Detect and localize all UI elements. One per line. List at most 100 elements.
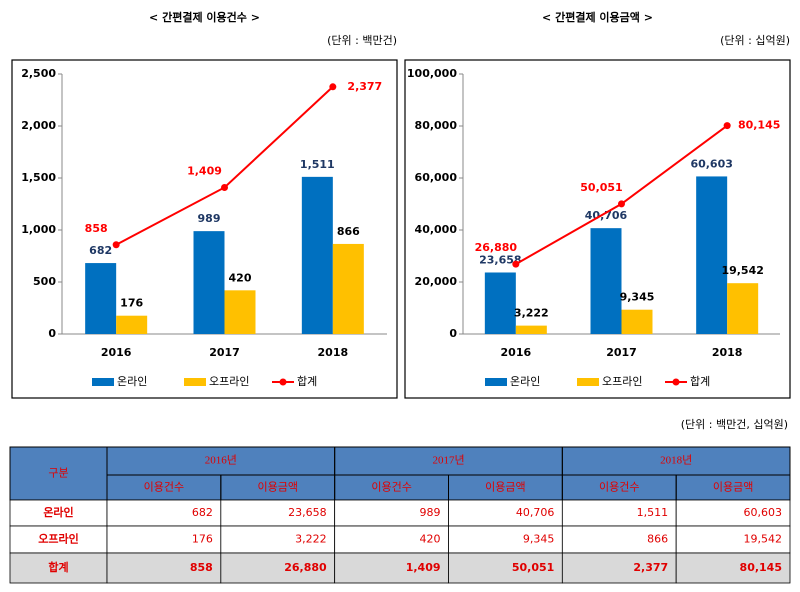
- legend-swatch: [485, 378, 507, 386]
- data-label: 1,511: [300, 158, 335, 171]
- data-label: 26,880: [475, 241, 518, 254]
- y-tick-label: 80,000: [415, 119, 458, 132]
- y-tick-label: 100,000: [407, 67, 457, 80]
- chart-title: < 간편결제 이용금액 >: [542, 10, 653, 24]
- data-label: 989: [198, 212, 221, 225]
- x-tick-label: 2018: [712, 346, 743, 359]
- bar: [116, 315, 148, 334]
- table-cell: [9, 552, 108, 584]
- table-cell: [561, 499, 677, 527]
- table-value: 1,409: [406, 561, 441, 574]
- y-tick-label: 1,500: [21, 171, 56, 184]
- bar: [224, 290, 256, 334]
- y-tick-label: 0: [449, 327, 457, 340]
- table-cell: [448, 525, 563, 554]
- y-tick-label: 500: [33, 275, 56, 288]
- legend-swatch: [92, 378, 114, 386]
- data-label: 420: [229, 271, 252, 284]
- legend-label: 온라인: [510, 375, 540, 388]
- legend-label: 온라인: [117, 375, 147, 388]
- table-year: 2016년: [205, 454, 237, 467]
- table-cell: [448, 499, 563, 527]
- row-label: 온라인: [43, 505, 73, 519]
- legend-swatch: [577, 378, 599, 386]
- table-cell: [334, 552, 449, 584]
- y-tick-label: 20,000: [415, 275, 458, 288]
- data-label: 176: [120, 297, 143, 310]
- table-cell: [220, 552, 336, 584]
- data-label: 682: [89, 244, 112, 257]
- table-value: 858: [190, 561, 213, 574]
- table-value: 682: [192, 506, 213, 519]
- line-point: [723, 122, 731, 130]
- data-label: 19,542: [721, 264, 763, 277]
- y-tick-label: 1,000: [21, 223, 56, 236]
- table-cell: [334, 525, 449, 554]
- legend-label: 오프라인: [602, 375, 642, 388]
- legend-label: 합계: [297, 375, 317, 388]
- line-point: [221, 183, 228, 191]
- table-value: 420: [420, 533, 441, 546]
- y-tick-label: 2,000: [21, 119, 56, 132]
- bar: [515, 325, 547, 334]
- table-cell: [220, 499, 336, 527]
- bar: [332, 243, 364, 334]
- y-tick-label: 0: [48, 327, 56, 340]
- data-label: 80,145: [738, 119, 780, 132]
- table-subheader: 이용금액: [485, 481, 525, 494]
- row-label: 오프라인: [38, 532, 78, 546]
- data-label: 50,051: [580, 181, 622, 194]
- table-subheader: 이용금액: [258, 481, 298, 494]
- table-cell: [675, 552, 791, 584]
- x-tick-label: 2018: [318, 346, 349, 359]
- table-value: 866: [647, 533, 668, 546]
- table-cell: [675, 499, 791, 527]
- bar: [484, 272, 516, 334]
- bar: [193, 231, 225, 334]
- table-year: 2018년: [660, 454, 692, 467]
- line-point: [512, 260, 520, 268]
- bar: [85, 263, 117, 334]
- table-value: 1,511: [637, 506, 669, 519]
- x-tick-label: 2016: [101, 346, 132, 359]
- line-point: [329, 83, 337, 91]
- line-point: [618, 200, 625, 208]
- data-label: 858: [85, 222, 108, 235]
- data-label: 9,345: [620, 291, 655, 304]
- legend-swatch: [279, 378, 287, 386]
- table-value: 9,345: [523, 533, 555, 546]
- table-value: 2,377: [633, 561, 668, 574]
- table-cell: [561, 552, 677, 584]
- legend-swatch: [184, 378, 206, 386]
- table-subheader: 이용건수: [144, 481, 184, 494]
- y-tick-label: 60,000: [415, 171, 458, 184]
- table-value: 23,658: [288, 506, 327, 519]
- table-value: 19,542: [744, 533, 783, 546]
- table-cell: [106, 552, 222, 584]
- data-label: 60,603: [690, 157, 732, 170]
- table-value: 989: [420, 506, 441, 519]
- bar: [590, 228, 622, 334]
- bar: [696, 176, 728, 334]
- y-tick-label: 40,000: [415, 223, 458, 236]
- table-subheader: 이용건수: [371, 481, 411, 494]
- table-cell: [9, 525, 108, 554]
- data-label: 23,658: [479, 253, 521, 266]
- table-year: 2017년: [432, 454, 464, 467]
- x-tick-label: 2017: [606, 346, 637, 359]
- table-cell: [220, 525, 336, 554]
- legend-swatch: [672, 378, 680, 386]
- table-value: 60,603: [744, 506, 783, 519]
- table-value: 3,222: [295, 533, 327, 546]
- table-subheader: 이용금액: [713, 481, 753, 494]
- bar: [621, 309, 653, 334]
- bar: [301, 176, 333, 334]
- unit-label: (단위 : 십억원): [720, 34, 790, 47]
- data-label: 1,409: [187, 164, 222, 177]
- y-tick-label: 2,500: [21, 67, 56, 80]
- table-unit: (단위 : 백만건, 십억원): [681, 418, 788, 431]
- x-tick-label: 2017: [209, 346, 240, 359]
- table-value: 50,051: [512, 561, 554, 574]
- table-subheader: 이용건수: [599, 481, 639, 494]
- table-cell: [106, 525, 222, 554]
